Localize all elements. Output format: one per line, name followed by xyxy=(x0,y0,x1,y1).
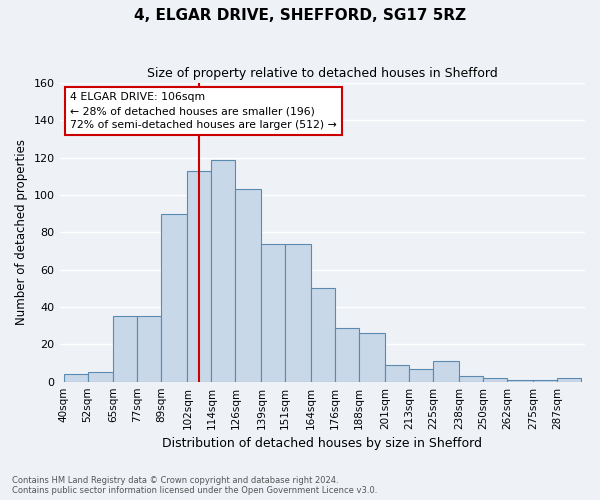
Text: 4, ELGAR DRIVE, SHEFFORD, SG17 5RZ: 4, ELGAR DRIVE, SHEFFORD, SG17 5RZ xyxy=(134,8,466,22)
Y-axis label: Number of detached properties: Number of detached properties xyxy=(15,140,28,326)
Bar xyxy=(433,361,459,382)
Bar xyxy=(557,378,581,382)
Bar xyxy=(161,214,187,382)
Bar xyxy=(533,380,557,382)
Bar xyxy=(507,380,533,382)
Bar xyxy=(64,374,88,382)
Text: 4 ELGAR DRIVE: 106sqm
← 28% of detached houses are smaller (196)
72% of semi-det: 4 ELGAR DRIVE: 106sqm ← 28% of detached … xyxy=(70,92,337,130)
Bar xyxy=(137,316,161,382)
Bar xyxy=(335,328,359,382)
Bar xyxy=(88,372,113,382)
Bar xyxy=(483,378,507,382)
Bar xyxy=(235,190,262,382)
Bar xyxy=(459,376,483,382)
Text: Contains HM Land Registry data © Crown copyright and database right 2024.
Contai: Contains HM Land Registry data © Crown c… xyxy=(12,476,377,495)
Bar xyxy=(385,365,409,382)
X-axis label: Distribution of detached houses by size in Shefford: Distribution of detached houses by size … xyxy=(162,437,482,450)
Bar xyxy=(113,316,137,382)
Bar xyxy=(409,368,433,382)
Bar xyxy=(187,171,211,382)
Title: Size of property relative to detached houses in Shefford: Size of property relative to detached ho… xyxy=(147,68,497,80)
Bar xyxy=(286,244,311,382)
Bar xyxy=(311,288,335,382)
Bar xyxy=(262,244,286,382)
Bar xyxy=(211,160,235,382)
Bar xyxy=(359,333,385,382)
